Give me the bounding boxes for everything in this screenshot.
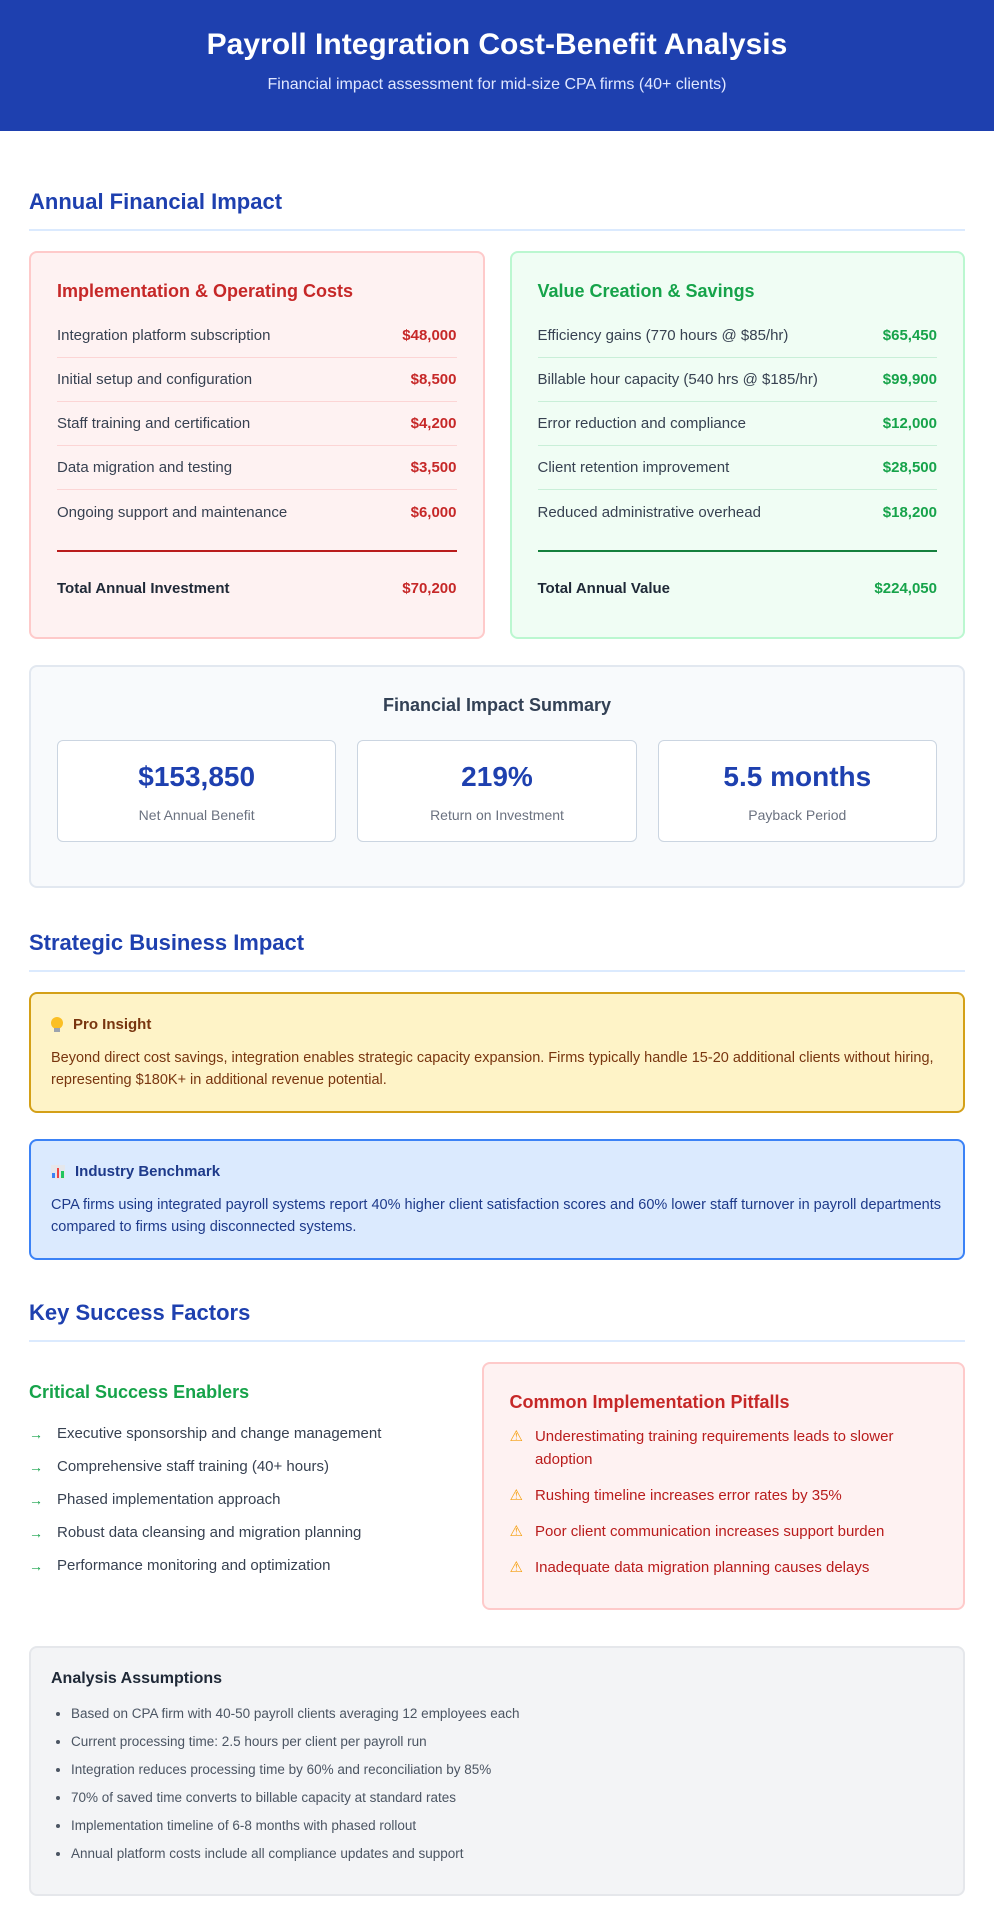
warning-icon: ⚠	[509, 1428, 523, 1445]
section-title-strategic: Strategic Business Impact	[29, 930, 965, 972]
warning-icon: ⚠	[509, 1523, 523, 1540]
arrow-right-icon: →	[29, 1524, 43, 1541]
list-item: → Performance monitoring and optimization	[29, 1557, 331, 1574]
list-item: Based on CPA firm with 40-50 payroll cli…	[71, 1706, 943, 1734]
list-item: ⚠ Inadequate data migration planning caus…	[510, 1556, 938, 1579]
enablers-title: Critical Success Enablers	[29, 1382, 250, 1402]
list-item: 70% of saved time converts to billable c…	[71, 1790, 943, 1818]
metric-net-benefit: $153,850 Net Annual Benefit	[57, 740, 337, 842]
total-divider	[57, 550, 457, 552]
success-enablers: Critical Success Enablers → Executive spo…	[29, 1362, 457, 1610]
metric-roi: 219% Return on Investment	[357, 740, 637, 842]
value-total-value: $224,050	[874, 580, 937, 597]
value-row: Reduced administrative overhead $18,200	[537, 503, 938, 521]
value-total-label: Total Annual Value	[537, 580, 671, 597]
total-divider	[537, 550, 937, 552]
costs-total-row: Total Annual Investment $70,200	[57, 580, 457, 597]
costs-card: Implementation & Operating Costs Integra…	[29, 251, 485, 639]
assumptions-title: Analysis Assumptions	[51, 1670, 223, 1687]
industry-benchmark-callout: Industry Benchmark CPA firms using integ…	[29, 1139, 965, 1260]
arrow-right-icon: →	[29, 1491, 43, 1508]
cost-row: Integration platform subscription $48,000	[57, 314, 457, 358]
pro-insight-callout: Pro Insight Beyond direct cost savings, …	[29, 992, 965, 1113]
costs-card-title: Implementation & Operating Costs	[57, 281, 354, 301]
list-item: → Comprehensive staff training (40+ hours…	[29, 1458, 329, 1475]
lightbulb-icon	[51, 1016, 63, 1033]
cost-row: Staff training and certification $4,200	[57, 402, 457, 446]
warning-icon: ⚠	[509, 1559, 523, 1576]
cost-row: Initial setup and configuration $8,500	[57, 358, 457, 402]
value-row: Billable hour capacity (540 hrs @ $185/h…	[537, 358, 937, 402]
page-title: Payroll Integration Cost-Benefit Analysi…	[206, 28, 788, 61]
pitfalls-title: Common Implementation Pitfalls	[509, 1392, 790, 1412]
page-subtitle: Financial impact assessment for mid-size…	[267, 76, 727, 93]
costs-total-label: Total Annual Investment	[57, 580, 230, 597]
list-item: ⚠ Poor client communication increases sup…	[510, 1520, 938, 1543]
benchmark-title: Industry Benchmark	[75, 1163, 221, 1180]
list-item: → Robust data cleansing and migration pla…	[29, 1524, 362, 1541]
metric-label: Return on Investment	[430, 807, 564, 823]
page-header: Payroll Integration Cost-Benefit Analysi…	[0, 0, 994, 131]
list-item: → Executive sponsorship and change manage…	[29, 1425, 382, 1442]
value-total-row: Total Annual Value $224,050	[538, 580, 938, 597]
metric-value: 5.5 months	[723, 761, 872, 792]
bar-chart-icon	[51, 1164, 65, 1179]
value-card-title: Value Creation & Savings	[537, 281, 755, 301]
cost-row: Ongoing support and maintenance $6,000	[57, 503, 457, 521]
list-item: Annual platform costs include all compli…	[71, 1846, 943, 1874]
costs-total-value: $70,200	[402, 580, 457, 597]
warning-icon: ⚠	[509, 1487, 523, 1504]
summary-title: Financial Impact Summary	[382, 695, 612, 715]
impact-summary: Financial Impact Summary $153,850 Net An…	[29, 665, 965, 888]
benchmark-text: CPA firms using integrated payroll syste…	[51, 1197, 942, 1235]
metric-label: Payback Period	[748, 807, 847, 823]
cost-row: Data migration and testing $3,500	[57, 446, 457, 490]
arrow-right-icon: →	[29, 1557, 43, 1574]
value-row: Error reduction and compliance $12,000	[537, 402, 937, 446]
section-title-financial: Annual Financial Impact	[29, 189, 965, 231]
insight-text: Beyond direct cost savings, integration …	[51, 1050, 934, 1088]
metric-value: $153,850	[138, 761, 256, 792]
arrow-right-icon: →	[29, 1458, 43, 1475]
section-title-success: Key Success Factors	[29, 1300, 965, 1342]
insight-title: Pro Insight	[73, 1016, 152, 1033]
list-item: Implementation timeline of 6-8 months wi…	[71, 1818, 943, 1846]
list-item: → Phased implementation approach	[29, 1491, 281, 1508]
analysis-assumptions: Analysis Assumptions Based on CPA firm w…	[29, 1646, 965, 1896]
metric-value: 219%	[461, 761, 533, 792]
list-item: ⚠ Rushing timeline increases error rates …	[510, 1484, 938, 1507]
arrow-right-icon: →	[29, 1425, 43, 1442]
list-item: ⚠ Underestimating training requirements l…	[510, 1425, 938, 1471]
list-item: Integration reduces processing time by 6…	[71, 1762, 943, 1790]
metric-label: Net Annual Benefit	[138, 807, 255, 823]
value-card: Value Creation & Savings Efficiency gain…	[509, 251, 965, 639]
list-item: Current processing time: 2.5 hours per c…	[71, 1734, 943, 1762]
value-row: Client retention improvement $28,500	[537, 446, 937, 490]
metric-payback: 5.5 months Payback Period	[657, 740, 937, 842]
value-row: Efficiency gains (770 hours @ $85/hr) $65…	[537, 314, 937, 358]
implementation-pitfalls: Common Implementation Pitfalls ⚠ Underest…	[481, 1362, 965, 1610]
